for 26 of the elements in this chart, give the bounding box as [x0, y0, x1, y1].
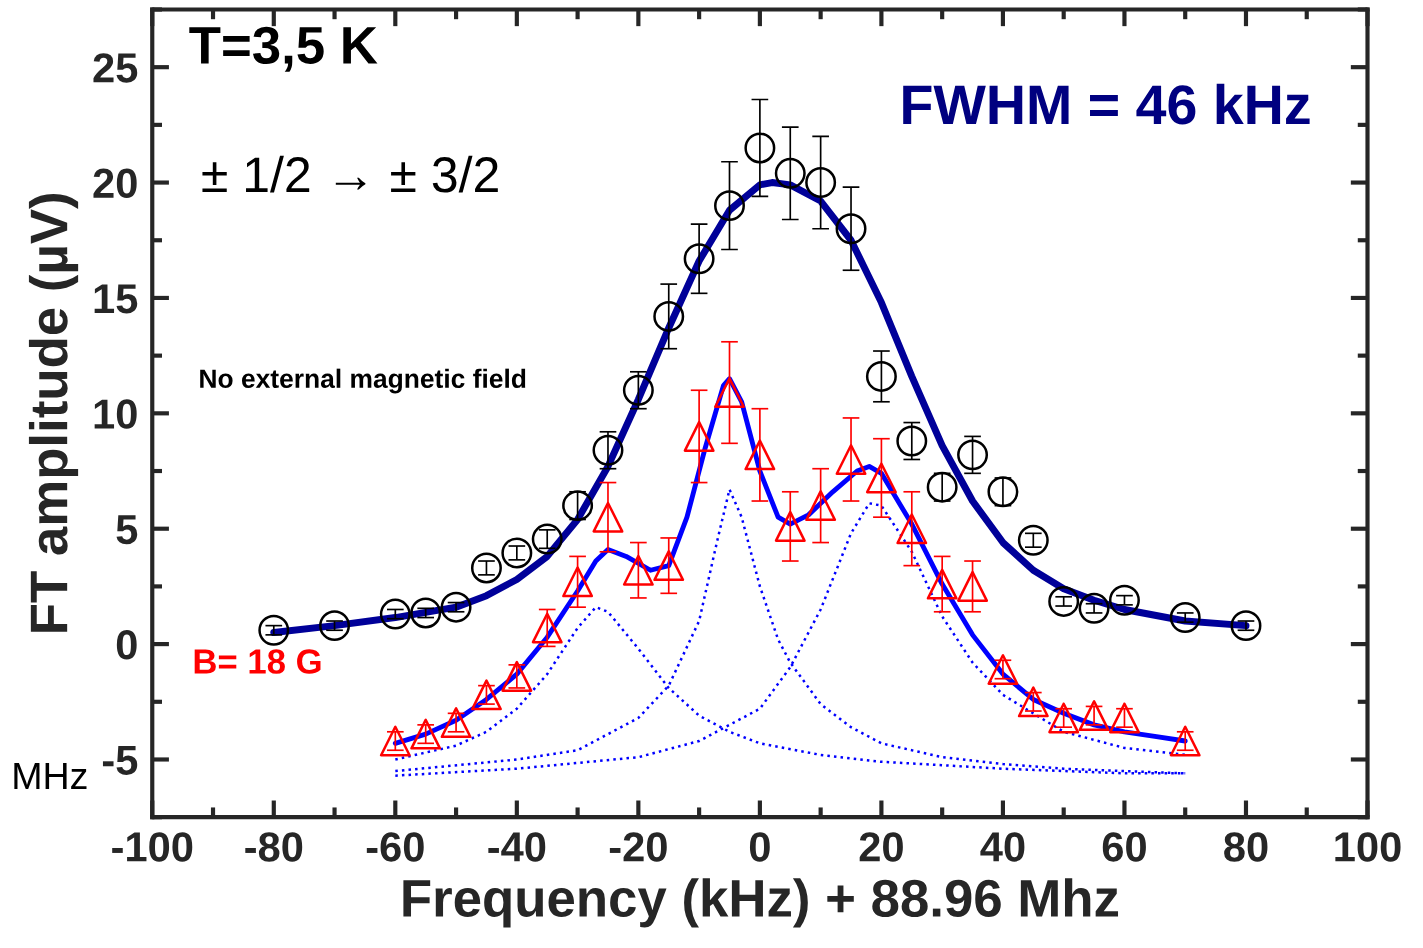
text: MHz	[14, 763, 87, 789]
y-tick-label: 20	[93, 168, 137, 199]
y-tick-label: 5	[116, 515, 138, 545]
y-tick-label: -5	[102, 745, 138, 775]
y-tick-label: 15	[94, 284, 138, 314]
x-tick-label: 60	[1102, 832, 1146, 862]
x-axis-title: Frequency (kHz) + 88.96 Mhz	[403, 878, 1119, 928]
x-tick-label: -60	[366, 832, 424, 862]
x-tick-label: -40	[488, 832, 546, 862]
x-tick-label: 20	[859, 832, 903, 862]
annotation: No external magnetic field	[200, 368, 526, 394]
y-axis-title: FT amplitude (µV)	[28, 194, 79, 632]
annotation: B= 18 G	[194, 649, 321, 674]
x-tick-label: -100	[112, 832, 193, 862]
y-tick-label: 10	[94, 399, 137, 429]
x-tick-label: 100	[1335, 832, 1401, 862]
annotation: ± 1/2 → ± 3/2	[202, 155, 498, 193]
x-tick-label: 40	[980, 832, 1025, 862]
annotation: T=3,5 K	[189, 26, 378, 72]
x-tick-label: 0	[749, 832, 770, 862]
y-tick-label: 0	[116, 630, 137, 660]
x-tick-label: -80	[245, 832, 303, 862]
y-tick-label: 25	[93, 53, 138, 83]
x-tick-label: 80	[1224, 832, 1268, 862]
x-tick-label: -20	[609, 832, 667, 862]
annotation: FWHM = 46 kHz	[903, 83, 1310, 125]
